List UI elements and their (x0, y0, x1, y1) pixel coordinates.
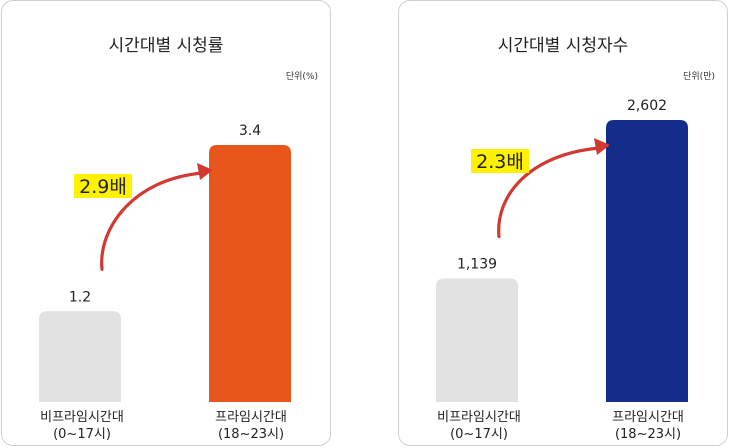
chart-panel-viewership-rate: 시간대별 시청률 단위(%) 1.2 3.4 2.9배 비프라임시간대 (0~17시… (1, 0, 331, 446)
multiplier-annotation: 2.9배 (79, 176, 127, 198)
bar-chart: 1,139 2,602 2.3배 (436, 98, 688, 402)
data-label-1: 3.4 (239, 123, 261, 139)
chart-title: 시간대별 시청률 (108, 36, 224, 56)
category-label-line1: 비프라임시간대 (437, 410, 521, 425)
bar-0 (39, 311, 121, 402)
category-label-line2: (0~17시) (450, 427, 508, 442)
category-label-nonprime: 비프라임시간대 (0~17시) (414, 409, 544, 443)
category-label-prime: 프라임시간대 (18~23시) (583, 409, 713, 443)
chart-panel-viewer-count: 시간대별 시청자수 단위(만) 1,139 2,602 2.3배 비프라임시간대 (… (398, 0, 728, 446)
chart-title: 시간대별 시청자수 (497, 36, 629, 56)
arrow-head (197, 163, 213, 180)
annotation-highlight (74, 174, 132, 198)
category-label-nonprime: 비프라임시간대 (0~17시) (17, 409, 147, 443)
unit-label: 단위(만) (683, 72, 715, 82)
growth-arrow (100, 171, 205, 271)
bar-1 (209, 145, 291, 402)
category-label-line2: (18~23시) (217, 427, 285, 442)
bar-chart: 1.2 3.4 2.9배 (39, 123, 291, 402)
category-label-line2: (18~23시) (614, 427, 682, 442)
bar-0 (436, 278, 518, 402)
bar-1 (606, 120, 688, 402)
annotation-highlight (471, 149, 529, 173)
arrow-head (594, 138, 610, 155)
unit-label: 단위(%) (285, 72, 318, 82)
category-label-line1: 프라임시간대 (215, 410, 287, 425)
category-label-prime: 프라임시간대 (18~23시) (186, 409, 316, 443)
growth-arrow (497, 146, 602, 239)
multiplier-annotation: 2.3배 (476, 151, 524, 173)
data-label-0: 1.2 (69, 289, 91, 305)
category-label-line1: 프라임시간대 (612, 410, 684, 425)
category-label-line1: 비프라임시간대 (40, 410, 124, 425)
category-label-line2: (0~17시) (53, 427, 111, 442)
data-label-1: 2,602 (627, 98, 667, 114)
data-label-0: 1,139 (457, 257, 497, 273)
